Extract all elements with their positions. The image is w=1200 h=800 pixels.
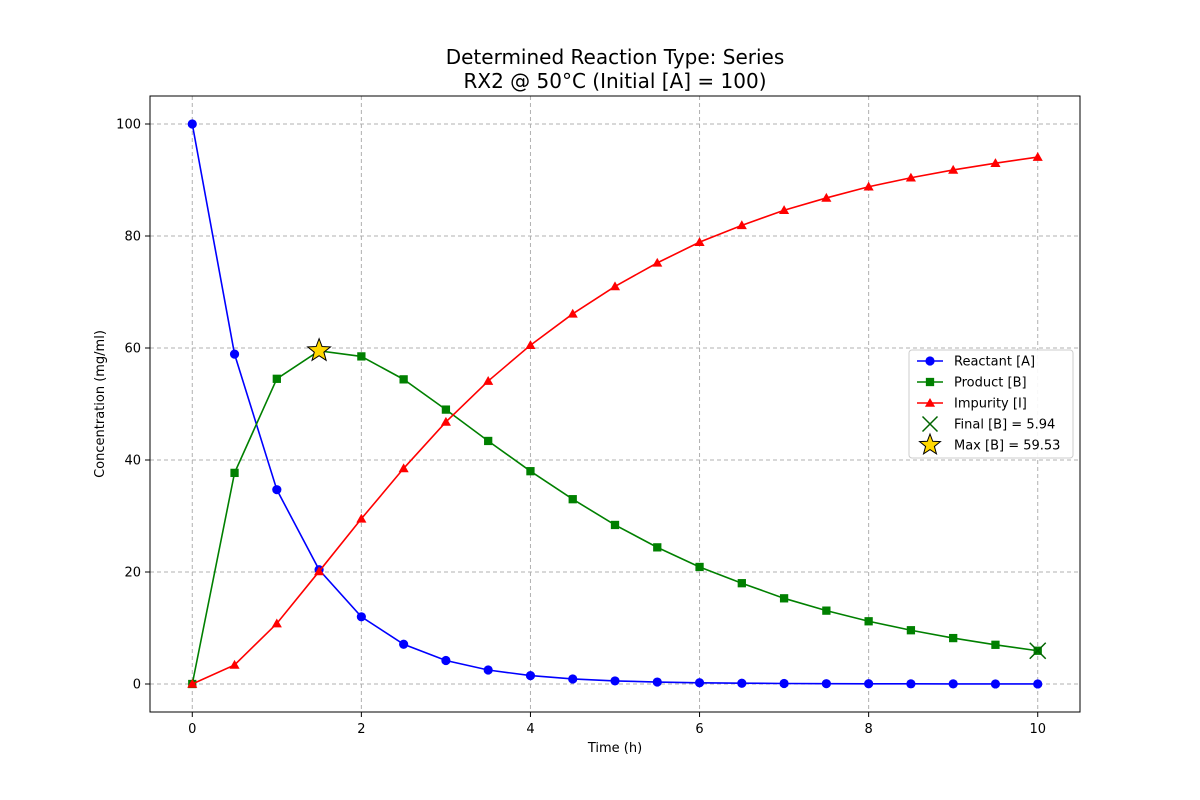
data-point	[822, 606, 831, 615]
data-point	[864, 617, 873, 626]
legend-marker	[925, 377, 935, 387]
data-point	[948, 164, 959, 174]
data-point	[779, 678, 789, 689]
data-point	[525, 340, 536, 349]
chart-title-line-1: Determined Reaction Type: Series	[446, 45, 785, 69]
data-point	[949, 633, 958, 643]
y-tick-label: 20	[124, 566, 141, 581]
x-axis-label: Time (h)	[587, 741, 642, 756]
data-point	[1032, 151, 1043, 161]
data-point	[694, 237, 705, 246]
final-marker	[1029, 642, 1047, 660]
x-tick-label: 4	[526, 722, 534, 737]
x-tick-label: 6	[695, 722, 703, 737]
y-tick-label: 100	[116, 118, 141, 133]
data-point	[694, 678, 705, 688]
data-point	[864, 679, 874, 689]
data-point	[567, 308, 578, 318]
data-point	[737, 579, 746, 588]
data-point	[229, 349, 240, 359]
data-point	[652, 257, 663, 267]
data-point	[863, 181, 874, 191]
x-tick-label: 10	[1029, 722, 1046, 737]
data-point	[484, 436, 493, 446]
data-point	[990, 158, 1001, 167]
data-point	[399, 375, 408, 384]
data-point	[821, 192, 832, 202]
data-point	[271, 618, 282, 628]
data-point	[736, 220, 747, 230]
data-point	[525, 671, 536, 681]
legend-label: Reactant [A]	[954, 355, 1035, 370]
data-point	[779, 205, 790, 215]
legend-label: Max [B] = 59.53	[954, 439, 1060, 454]
data-point	[906, 679, 916, 689]
legend-entry: Max [B] = 59.53	[918, 432, 1060, 456]
data-point	[905, 172, 916, 182]
y-tick-label: 80	[124, 230, 141, 245]
data-point	[695, 562, 704, 572]
data-point	[779, 594, 789, 603]
data-point	[272, 374, 281, 383]
data-point	[948, 679, 958, 689]
data-point	[821, 679, 831, 689]
data-point	[314, 566, 325, 576]
data-point	[398, 463, 409, 473]
data-point	[568, 674, 578, 684]
data-point	[187, 678, 198, 688]
x-tick-label: 2	[357, 722, 365, 737]
data-point	[526, 467, 535, 476]
annotations	[306, 337, 1047, 660]
data-point	[906, 626, 916, 635]
data-point	[483, 375, 494, 385]
legend-entry: Reactant [A]	[917, 355, 1035, 370]
data-point	[737, 678, 747, 688]
data-point	[229, 659, 240, 669]
y-tick-label: 0	[133, 678, 141, 693]
data-point	[356, 612, 366, 622]
legend-label: Impurity [I]	[954, 397, 1027, 412]
y-tick-label: 60	[124, 342, 141, 357]
data-point	[990, 679, 1001, 689]
data-point	[653, 543, 662, 552]
chart-title-line-2: RX2 @ 50°C (Initial [A] = 100)	[463, 69, 766, 93]
data-point	[187, 119, 197, 129]
data-point	[441, 405, 451, 414]
max-marker	[306, 337, 332, 362]
data-point	[399, 639, 409, 649]
legend-marker	[925, 356, 935, 366]
data-point	[610, 676, 620, 686]
data-point	[230, 468, 239, 478]
data-point	[610, 520, 620, 530]
data-point	[440, 416, 451, 426]
data-point	[272, 485, 282, 495]
legend-marker	[921, 415, 939, 433]
series-2	[187, 151, 1043, 688]
data-point	[441, 655, 451, 666]
data-point	[568, 495, 577, 504]
x-tick-label: 8	[864, 722, 872, 737]
data-point	[991, 640, 1000, 649]
x-tick-label: 0	[188, 722, 196, 737]
data-point	[609, 281, 621, 291]
legend-label: Product [B]	[954, 376, 1027, 391]
legend-entry: Impurity [I]	[917, 397, 1027, 412]
legend-box	[908, 349, 1074, 459]
data-point	[356, 513, 367, 523]
legend-marker	[918, 432, 942, 456]
legend-entry: Final [B] = 5.94	[921, 415, 1055, 433]
data-point	[652, 677, 662, 687]
data-point	[483, 665, 493, 675]
legend-entry: Product [B]	[917, 376, 1027, 391]
plot-frame	[149, 95, 1081, 713]
data-point	[1033, 679, 1043, 689]
y-tick-label: 40	[124, 454, 141, 469]
data-point	[357, 352, 366, 361]
legend: Reactant [A] Product [B] Impurity [I] Final…	[908, 349, 1074, 459]
y-axis-label: Concentration (mg/ml)	[93, 330, 108, 478]
legend-marker	[924, 397, 936, 407]
legend-label: Final [B] = 5.94	[954, 418, 1055, 433]
